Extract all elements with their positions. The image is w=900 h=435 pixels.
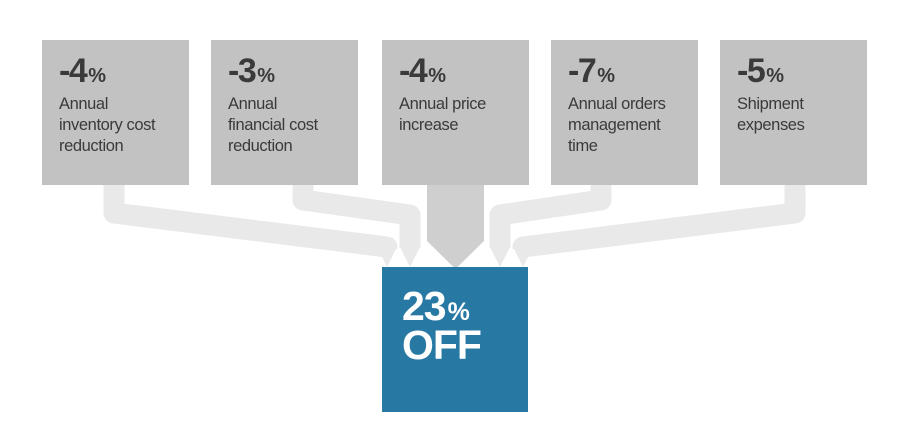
result-label: OFF <box>402 322 482 369</box>
connector-pipe-financial <box>292 180 421 248</box>
factor-box-price: -4% Annual price increase <box>382 40 529 185</box>
factor-number: -3 <box>228 52 257 90</box>
factor-number: -5 <box>737 52 766 90</box>
factor-box-financial: -3% Annual financial cost reduction <box>211 40 358 185</box>
factor-label: Annual orders management time <box>568 95 666 155</box>
connector-arrowhead-shipment-icon <box>512 246 534 267</box>
connector-arrowhead-inventory-icon <box>376 246 398 267</box>
result-value: 23% <box>402 286 520 327</box>
factor-label: Annual inventory cost reduction <box>59 95 156 155</box>
factor-box-orders: -7% Annual orders management time <box>551 40 698 185</box>
connector-arrowhead-financial-icon <box>399 246 421 267</box>
factor-number: -4 <box>59 52 88 90</box>
percent-sign: % <box>597 65 616 87</box>
factor-number: -4 <box>399 52 428 90</box>
percent-sign: % <box>88 65 107 87</box>
factor-label: Annual price increase <box>399 95 486 134</box>
center-down-arrow-icon <box>427 183 484 269</box>
connector-arrowhead-orders-icon <box>489 246 511 267</box>
connector-pipe-orders <box>489 180 612 248</box>
result-number: 23 <box>402 283 447 329</box>
factor-number: -7 <box>568 52 597 90</box>
percent-sign: % <box>428 65 447 87</box>
factor-box-inventory: -4% Annual inventory cost reduction <box>42 40 189 185</box>
percent-sign: % <box>257 65 276 87</box>
factor-label: Shipment expenses <box>737 95 805 134</box>
factor-value: -7% <box>568 53 690 89</box>
factor-value: -5% <box>737 53 859 89</box>
percent-sign: % <box>447 298 470 326</box>
factor-value: -4% <box>59 53 181 89</box>
factor-value: -3% <box>228 53 350 89</box>
factor-box-shipment: -5% Shipment expenses <box>720 40 867 185</box>
result-box: 23% OFF <box>382 267 528 412</box>
factor-value: -4% <box>399 53 521 89</box>
factor-label: Annual financial cost reduction <box>228 95 318 155</box>
percent-sign: % <box>766 65 785 87</box>
